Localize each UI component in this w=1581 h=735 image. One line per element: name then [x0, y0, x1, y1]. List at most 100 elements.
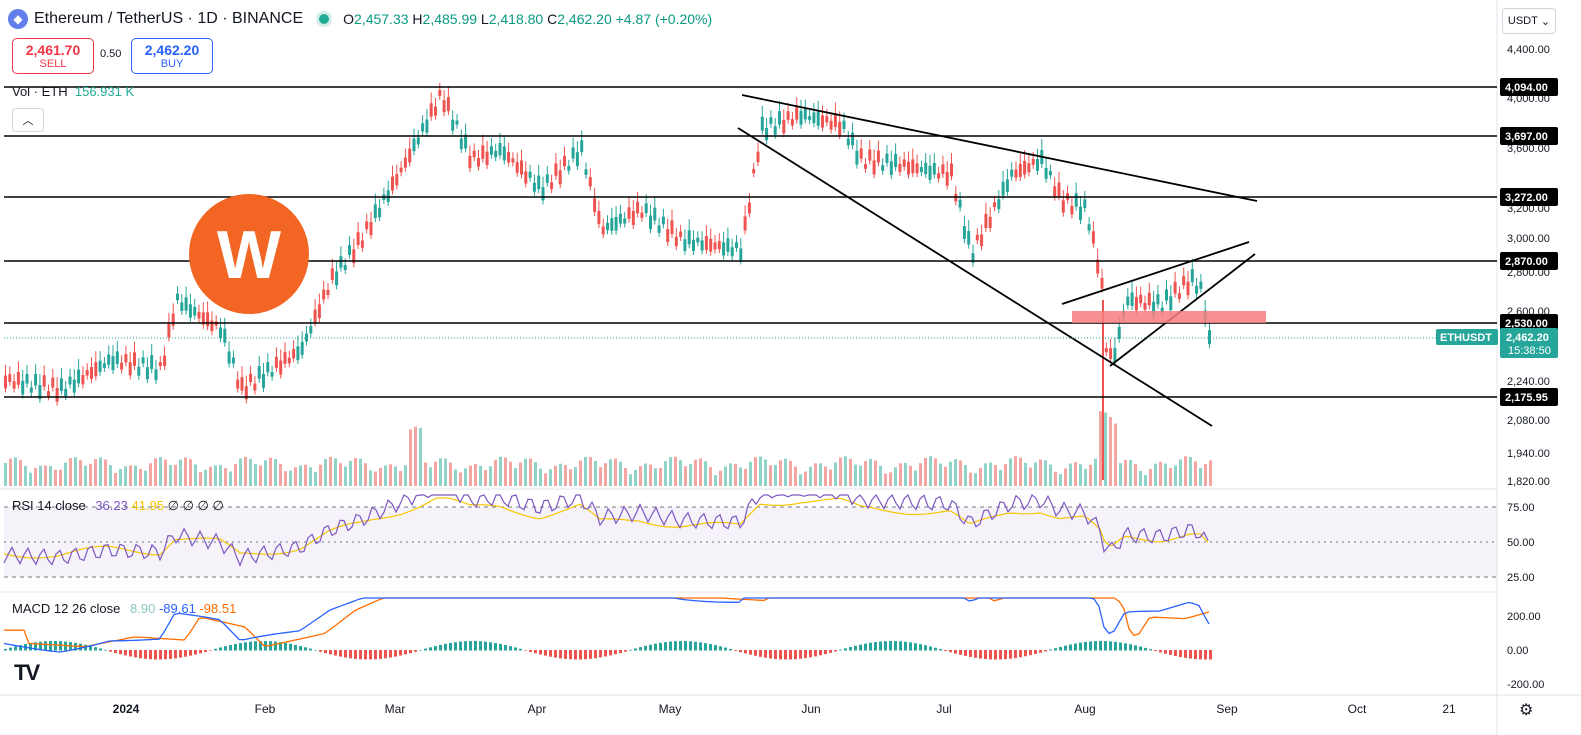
- volume-bar: [344, 466, 347, 486]
- candle-body: [502, 146, 506, 161]
- candle-body: [395, 174, 399, 186]
- candle-body: [833, 113, 837, 127]
- candle-body: [743, 216, 747, 231]
- macd-histogram-bar: [1024, 650, 1027, 657]
- macd-histogram-bar: [119, 650, 122, 655]
- gear-icon[interactable]: ⚙: [1519, 702, 1534, 719]
- candle-body: [240, 377, 244, 391]
- candle-body: [795, 107, 799, 120]
- sell-button[interactable]: 2,461.70 SELL: [12, 38, 94, 74]
- volume-bar: [244, 456, 247, 486]
- candle-body: [16, 371, 20, 385]
- sell-price: 2,461.70: [25, 42, 81, 58]
- candle-body: [1139, 294, 1143, 304]
- volume-bar: [1194, 461, 1197, 486]
- candle-body: [649, 215, 652, 230]
- volume-bar: [149, 463, 152, 486]
- macd-histogram-bar: [439, 644, 442, 651]
- candle-body: [803, 108, 807, 120]
- macd-histogram-bar: [104, 649, 107, 651]
- volume-bar: [324, 459, 327, 486]
- volume-bar: [179, 459, 182, 486]
- volume-bar: [669, 457, 672, 486]
- macd-histogram-bar: [724, 647, 727, 651]
- volume-bar: [444, 458, 447, 486]
- macd-histogram-bar: [169, 650, 172, 659]
- macd-histogram-bar: [919, 644, 922, 651]
- volume-bar: [909, 465, 912, 486]
- candle-body: [352, 249, 356, 264]
- volume-bar: [914, 470, 917, 486]
- volume-bar: [694, 459, 697, 486]
- macd-histogram-bar: [249, 641, 252, 651]
- candle-body: [266, 362, 270, 373]
- macd-legend: MACD 12 26 close 8.90 -89.61 -98.51: [12, 601, 237, 616]
- candle-body: [197, 311, 201, 319]
- tradingview-logo[interactable]: TV: [14, 660, 40, 685]
- volume-bar: [974, 473, 977, 486]
- candle-body: [219, 327, 222, 339]
- level-price-tag: [1500, 314, 1558, 332]
- candle-body: [1044, 167, 1048, 179]
- volume-bar: [824, 466, 827, 486]
- macd-histogram-bar: [524, 650, 527, 651]
- volume-bar: [1089, 464, 1092, 486]
- macd-histogram-bar: [1099, 641, 1102, 651]
- price-axis-tick: 1,940.00: [1507, 448, 1550, 460]
- buy-button[interactable]: 2,462.20 BUY: [131, 38, 213, 74]
- symbol-title[interactable]: Ethereum / TetherUS · 1D · BINANCE: [34, 10, 304, 27]
- macd-histogram-bar: [1199, 650, 1202, 660]
- volume-bar: [169, 464, 172, 486]
- candle-body: [193, 306, 197, 316]
- ethereum-logo-icon: ◆: [8, 9, 28, 29]
- macd-histogram-bar: [1209, 650, 1212, 660]
- volume-bar: [49, 466, 52, 486]
- volume-bar: [419, 427, 422, 486]
- volume-bar: [599, 467, 602, 486]
- volume-bar: [1044, 460, 1047, 486]
- candle-body: [907, 161, 910, 175]
- candle-body: [468, 155, 472, 169]
- countdown-timer: 15:38:50: [1508, 345, 1551, 357]
- volume-bar: [499, 456, 502, 486]
- macd-histogram-bar: [894, 641, 897, 651]
- candle-body: [335, 271, 339, 286]
- candle-body: [1070, 205, 1074, 215]
- macd-histogram-bar: [574, 650, 577, 660]
- volume-bar: [869, 458, 872, 486]
- candle-body: [687, 230, 691, 245]
- candle-body: [94, 362, 98, 377]
- macd-histogram-bar: [14, 646, 17, 651]
- macd-histogram-bar: [79, 643, 82, 651]
- macd-histogram-bar: [1084, 641, 1087, 651]
- candle-body: [498, 142, 502, 156]
- macd-histogram-bar: [259, 641, 262, 651]
- candle-body: [752, 168, 756, 174]
- volume-bar: [19, 459, 22, 486]
- macd-histogram-bar: [394, 650, 397, 657]
- candle-body: [937, 173, 941, 179]
- candle-body: [77, 369, 81, 384]
- currency-select[interactable]: USDT ⌄: [1502, 8, 1556, 34]
- candle-body: [756, 151, 760, 163]
- volume-bar: [994, 465, 997, 486]
- collapse-legend-button[interactable]: ︿: [12, 108, 44, 132]
- candle-body: [550, 182, 554, 190]
- candle-body: [309, 326, 313, 334]
- macd-histogram-bar: [1104, 641, 1107, 651]
- macd-histogram-bar: [649, 644, 652, 651]
- volume-bar: [589, 457, 592, 486]
- chevron-up-icon: ︿: [22, 115, 34, 127]
- macd-histogram-bar: [569, 650, 572, 660]
- volume-bar: [509, 461, 512, 486]
- candle-body: [102, 363, 106, 368]
- macd-histogram-bar: [1029, 650, 1032, 656]
- macd-histogram-bar: [349, 650, 352, 659]
- candle-body: [137, 366, 141, 376]
- volume-bar: [1114, 423, 1117, 486]
- volume-bar: [389, 464, 392, 486]
- level-price-tag: [1500, 127, 1558, 145]
- candle-body: [369, 222, 373, 236]
- candle-body: [133, 352, 136, 366]
